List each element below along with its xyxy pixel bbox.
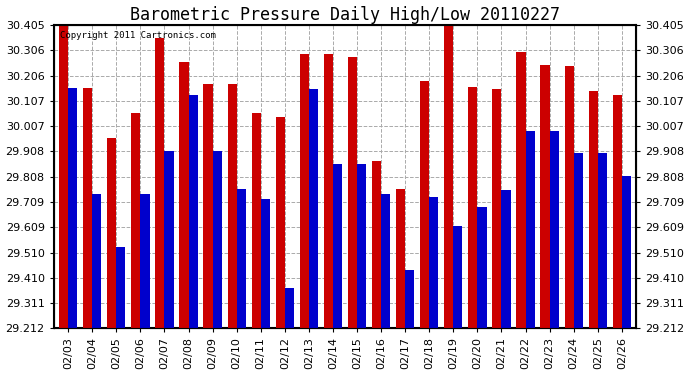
Text: Copyright 2011 Cartronics.com: Copyright 2011 Cartronics.com	[59, 31, 215, 40]
Bar	[117, 248, 126, 328]
Bar	[396, 189, 405, 328]
Bar	[324, 54, 333, 328]
Bar	[299, 54, 309, 328]
Bar	[228, 84, 237, 328]
Bar	[453, 226, 462, 328]
Bar	[516, 52, 526, 328]
Bar	[92, 194, 101, 328]
Bar	[477, 207, 486, 328]
Bar	[469, 87, 477, 328]
Bar	[564, 66, 573, 328]
Bar	[155, 38, 164, 328]
Bar	[429, 196, 438, 328]
Bar	[276, 117, 285, 328]
Bar	[613, 95, 622, 328]
Bar	[237, 189, 246, 328]
Bar	[83, 88, 92, 328]
Bar	[261, 199, 270, 328]
Bar	[131, 113, 140, 328]
Bar	[589, 91, 598, 328]
Bar	[309, 88, 318, 328]
Bar	[493, 88, 502, 328]
Bar	[348, 57, 357, 328]
Bar	[573, 153, 583, 328]
Bar	[540, 64, 550, 328]
Bar	[188, 95, 197, 328]
Bar	[502, 190, 511, 328]
Bar	[357, 164, 366, 328]
Bar	[381, 194, 391, 328]
Bar	[526, 130, 535, 328]
Bar	[140, 194, 150, 328]
Bar	[333, 164, 342, 328]
Bar	[179, 63, 188, 328]
Bar	[285, 288, 294, 328]
Bar	[405, 270, 414, 328]
Bar	[622, 176, 631, 328]
Bar	[252, 113, 261, 328]
Bar	[372, 161, 381, 328]
Bar	[59, 25, 68, 328]
Bar	[213, 151, 221, 328]
Bar	[444, 25, 453, 328]
Bar	[164, 151, 174, 328]
Title: Barometric Pressure Daily High/Low 20110227: Barometric Pressure Daily High/Low 20110…	[130, 6, 560, 24]
Bar	[204, 84, 213, 328]
Bar	[68, 88, 77, 328]
Bar	[107, 138, 117, 328]
Bar	[420, 81, 429, 328]
Bar	[598, 153, 607, 328]
Bar	[550, 130, 559, 328]
